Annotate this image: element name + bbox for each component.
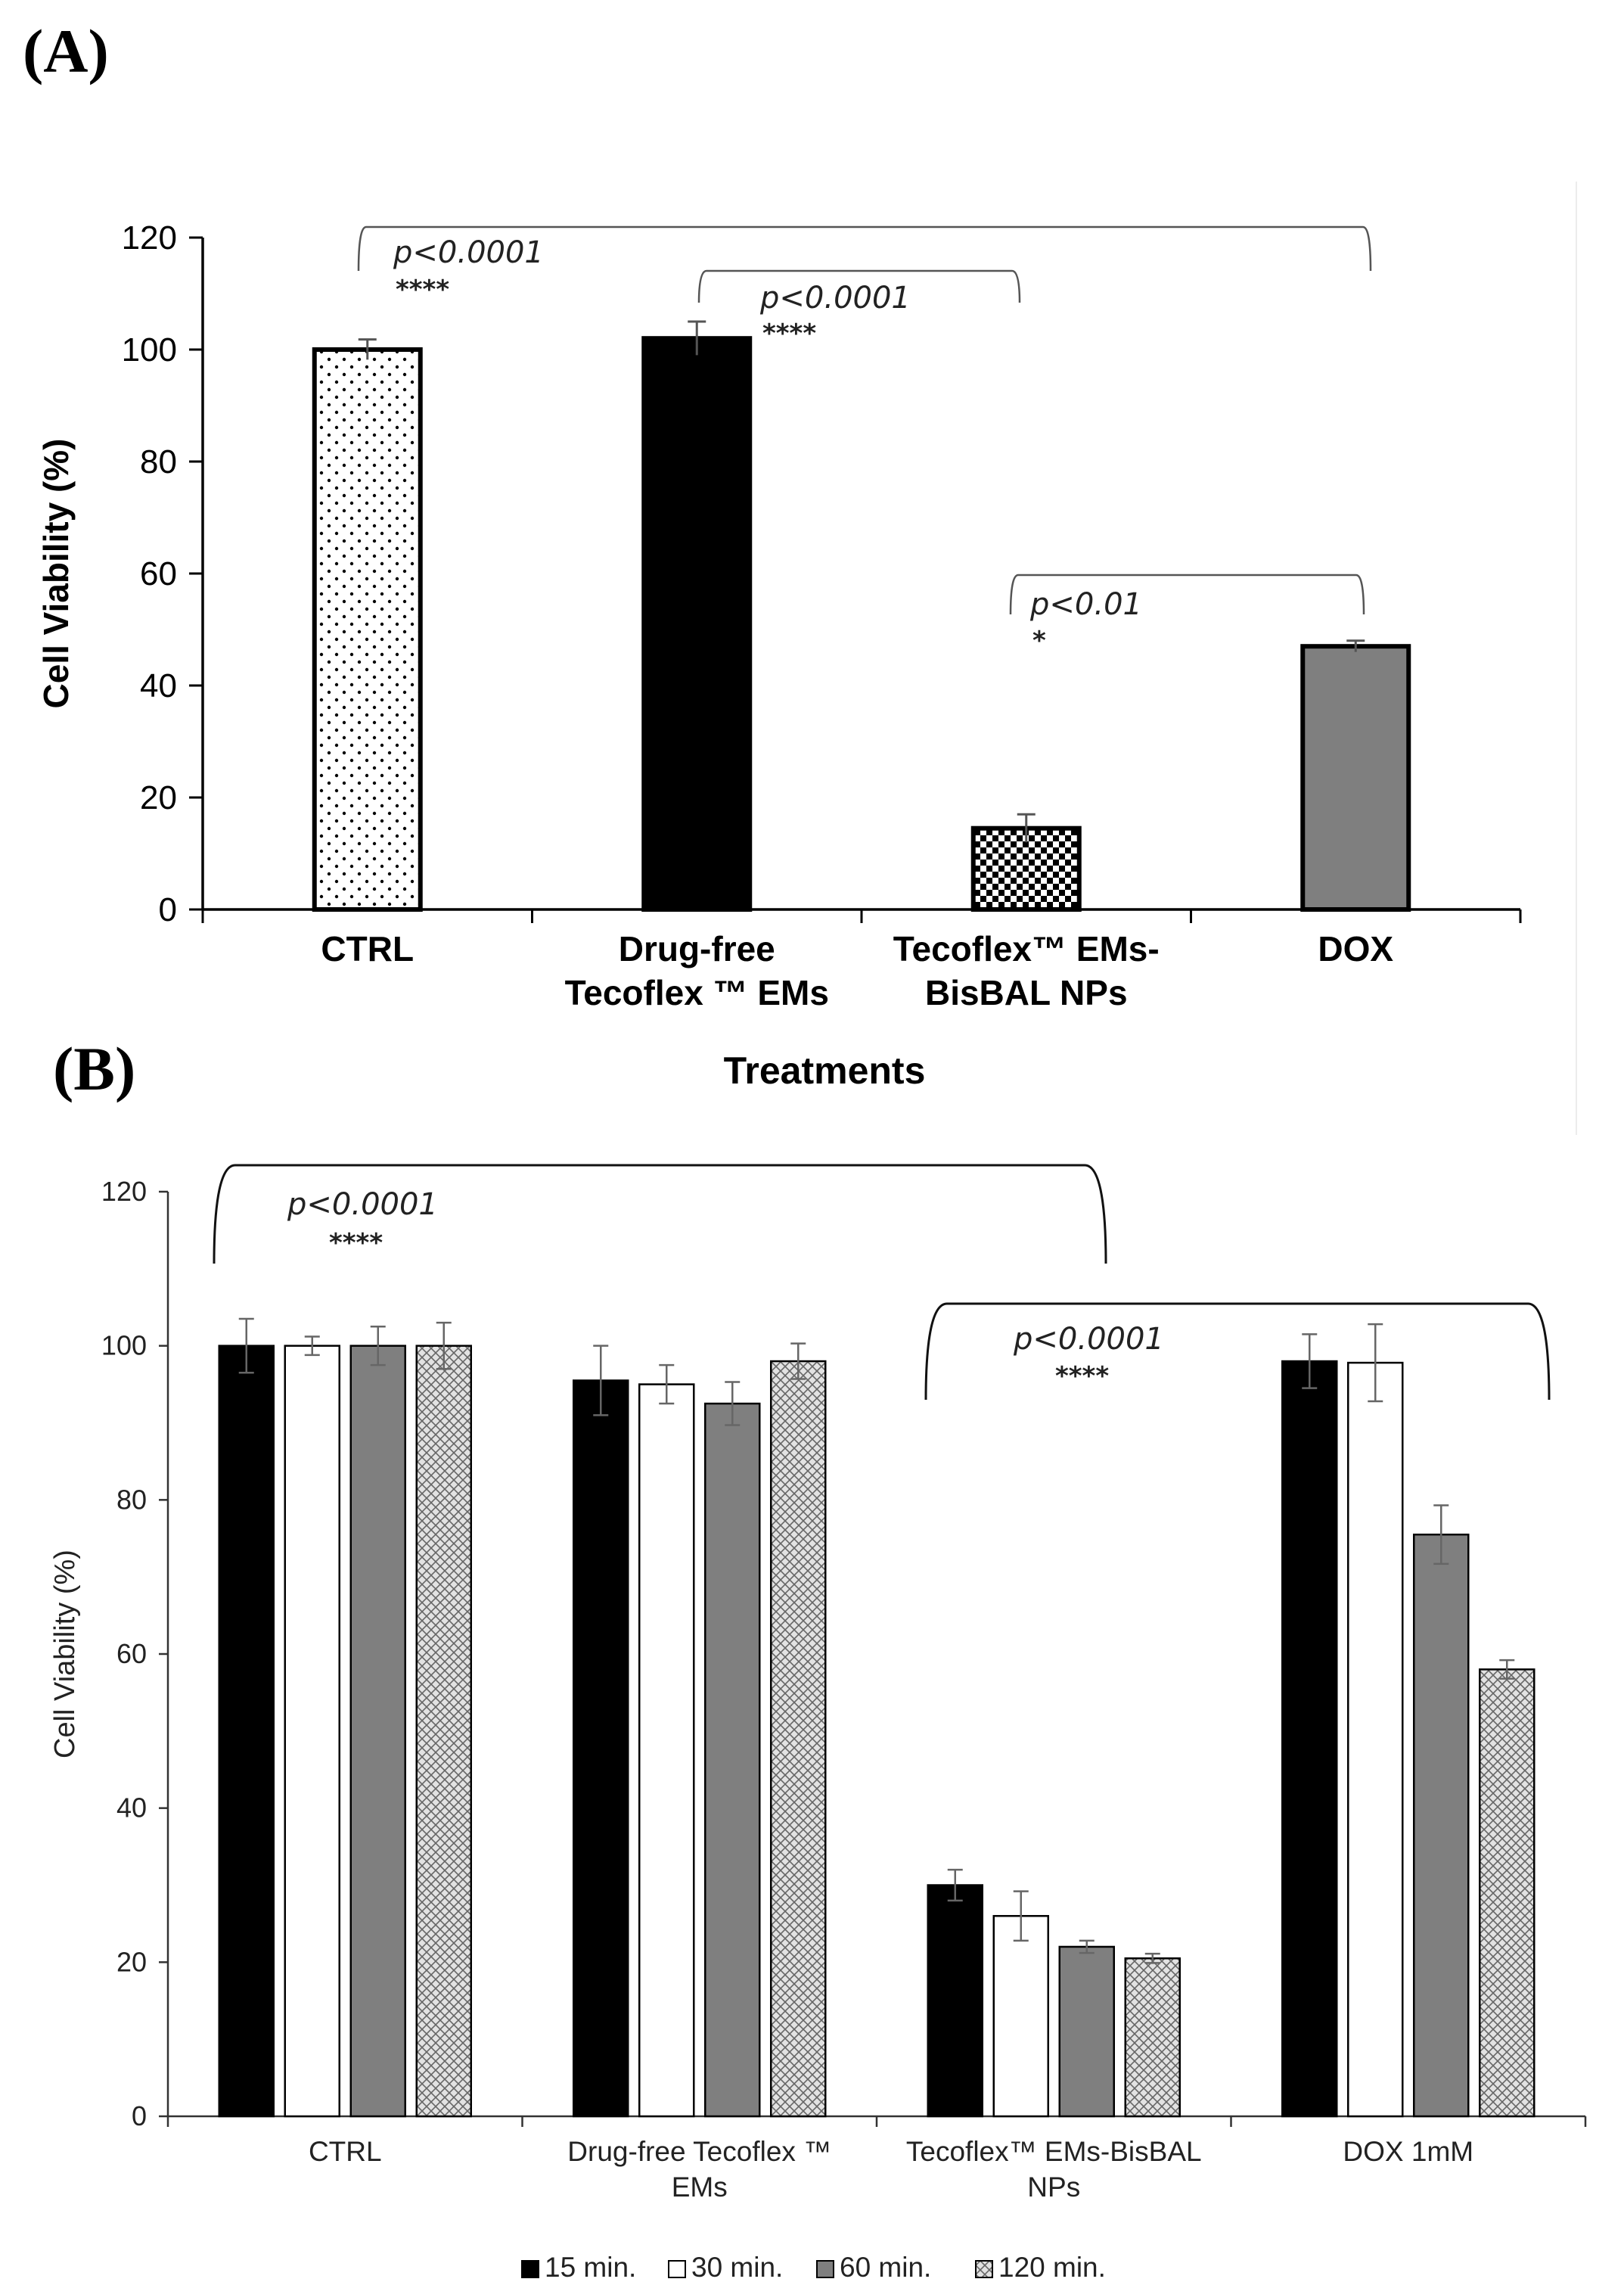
- bar-b: [1479, 1668, 1536, 2118]
- y-tick-label-b: 80: [116, 1484, 147, 1515]
- legend-swatch: [975, 2260, 993, 2278]
- category-label-b: CTRL: [309, 2136, 382, 2167]
- y-axis-title-b: Cell Viability (%): [49, 1550, 81, 1758]
- x-axis-title-a: Treatments: [724, 1049, 926, 1092]
- category-label-b: DOX 1mM: [1343, 2136, 1473, 2167]
- significance-bracket-a: [357, 225, 1372, 272]
- y-tick-label-a: 100: [122, 331, 177, 368]
- bar-b: [415, 1345, 472, 2118]
- bar-a: [1300, 644, 1411, 912]
- y-tick-label-b: 120: [101, 1176, 147, 1207]
- p-value-label-a: p<0.01: [1029, 587, 1142, 622]
- bar-b: [770, 1360, 827, 2118]
- y-tick-label-b: 100: [101, 1330, 147, 1361]
- category-label-a: Tecoflex ™ EMs: [565, 973, 829, 1012]
- y-tick-label-b: 60: [116, 1638, 147, 1669]
- significance-bracket-b: [213, 1164, 1107, 1264]
- bar-b: [927, 1884, 983, 2118]
- significance-stars-b: ****: [329, 1228, 383, 1258]
- bar-b: [1347, 1361, 1404, 2118]
- legend-label: 120 min.: [998, 2252, 1106, 2282]
- p-value-label-b: p<0.0001: [1013, 1322, 1164, 1357]
- significance-stars-b: ****: [1055, 1361, 1109, 1391]
- y-tick-label-a: 0: [159, 891, 177, 928]
- legend-label: 15 min.: [545, 2252, 636, 2282]
- category-label-b: NPs: [1027, 2172, 1080, 2203]
- y-tick-label-a: 20: [140, 779, 177, 816]
- legend-swatch: [816, 2260, 834, 2278]
- p-value-label-a: p<0.0001: [759, 281, 911, 316]
- bar-b: [1058, 1945, 1115, 2118]
- bar-a: [641, 336, 753, 912]
- category-label-b: Tecoflex™ EMs-BisBAL: [906, 2136, 1202, 2167]
- panel-b-label: (B): [53, 1034, 135, 1103]
- legend-label: 60 min.: [840, 2252, 931, 2282]
- significance-stars-a: *: [1032, 626, 1046, 656]
- bar-b: [218, 1345, 275, 2118]
- significance-stars-a: ****: [396, 275, 449, 305]
- legend-swatch: [521, 2260, 539, 2278]
- panel-a-label: (A): [23, 17, 109, 85]
- bar-b: [1281, 1360, 1338, 2118]
- category-label-a: DOX: [1318, 929, 1393, 968]
- category-label-a: Drug-free: [619, 929, 775, 968]
- bar-b: [704, 1402, 761, 2118]
- y-axis-title-a: Cell Viability (%): [36, 438, 76, 708]
- bar-b: [1124, 1957, 1181, 2118]
- y-tick-label-b: 20: [116, 1946, 147, 1977]
- p-value-label-b: p<0.0001: [287, 1187, 438, 1222]
- y-tick-label-a: 80: [140, 443, 177, 480]
- category-label-a: Tecoflex™ EMs-: [893, 929, 1160, 968]
- legend-label: 30 min.: [691, 2252, 783, 2282]
- significance-stars-a: ****: [762, 319, 816, 349]
- y-tick-label-a: 60: [140, 555, 177, 592]
- bar-b: [349, 1345, 406, 2118]
- significance-bracket-b: [924, 1302, 1551, 1401]
- bar-b: [992, 1914, 1049, 2118]
- y-tick-label-a: 120: [122, 219, 177, 256]
- category-label-a: BisBAL NPs: [925, 973, 1128, 1012]
- legend-swatch: [668, 2260, 686, 2278]
- significance-bracket-a: [697, 269, 1021, 303]
- category-label-a: CTRL: [321, 929, 414, 968]
- y-tick-label-a: 40: [140, 667, 177, 704]
- bar-b: [573, 1379, 629, 2118]
- panel-b: (B) 0 20 40 60 80 100 120 CTRL Drug-free Tecoflex…: [49, 1034, 1587, 2282]
- significance-bracket-a: [1009, 574, 1365, 615]
- y-tick-label-b: 40: [116, 1792, 147, 1823]
- y-tick-label-b: 0: [132, 2100, 147, 2131]
- p-value-label-a: p<0.0001: [393, 235, 544, 270]
- bar-b: [284, 1345, 340, 2118]
- bar-a: [312, 347, 423, 912]
- category-label-b: EMs: [672, 2172, 728, 2203]
- bar-b: [638, 1383, 695, 2118]
- panel-a: (A) 0 20 40 60 80 100 120 CTRL Drug-free Tecoflex …: [23, 17, 1522, 1092]
- category-label-b: Drug-free Tecoflex ™: [567, 2136, 831, 2167]
- bar-b: [1413, 1533, 1470, 2118]
